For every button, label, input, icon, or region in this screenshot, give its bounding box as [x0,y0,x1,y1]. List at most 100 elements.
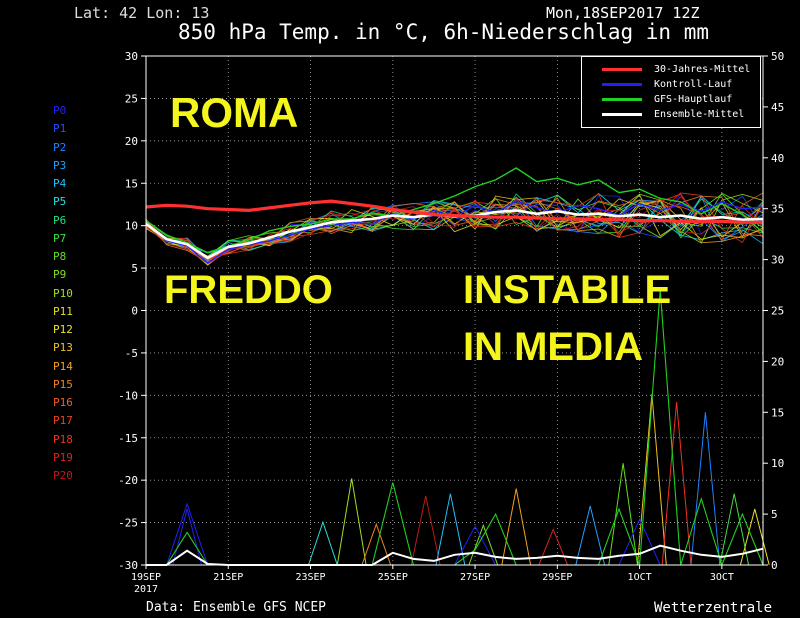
y-left-tick-label: 10 [125,220,138,233]
member-label: P4 [53,177,67,190]
member-label: P7 [53,231,67,245]
member-label: P19 [53,450,73,464]
member-precip-spike [410,495,441,566]
y-right-tick-label: 0 [771,559,778,572]
overlay-city: ROMA [170,89,299,136]
gfs-main-line [145,167,764,254]
y-left-tick-label: -20 [118,474,138,487]
member-precip-spike [468,523,499,566]
y-right-tick-label: 40 [771,152,784,165]
member-label: P11 [53,304,73,318]
ensemble-mean-line [145,209,764,260]
y-left-tick-label: -10 [118,389,138,402]
data-source-label: Data: Ensemble GFS NCEP [146,600,327,615]
member-precip-spike [719,493,750,566]
lat-lon-label: Lat: 42 Lon: 13 [74,4,210,22]
x-tick-label: 29SEP [542,572,572,583]
overlay-left-note: FREDDO [164,268,333,312]
member-precip-spike [661,402,692,566]
y-right-tick-label: 30 [771,254,784,267]
member-temp-line [145,195,764,263]
x-tick-label: 27SEP [460,572,490,583]
member-label: P10 [53,286,73,300]
member-label: P3 [53,158,67,172]
y-left-tick-label: -5 [125,347,138,360]
x-tick-label: 1OCT [628,572,652,583]
y-left-tick-label: 5 [131,262,138,275]
chart-title: 850 hPa Temp. in °C, 6h-Niederschlag in … [178,20,710,44]
main-series-lines [145,167,764,264]
member-precip-spike [608,463,638,566]
member-label: P16 [53,396,73,409]
overlay-right-note-2: IN MEDIA [463,325,643,369]
legend-swatch [602,113,642,116]
legend-item-ensemble-mean: Ensemble-Mittel [582,107,760,122]
member-list: P0 P1 P2 P3 P4 P5 P6 P7 P8 P9 P10 P11 P12 P13 P14 P15 P1… [53,102,73,485]
y-left-tick-label: 25 [125,92,138,105]
member-label: P18 [53,432,73,446]
y-left-tick-label: -15 [118,432,138,445]
member-precip-spike [690,412,721,566]
member-precip-spike [739,508,770,566]
ensemble-mean-precip-line [146,544,764,566]
member-label: P0 [53,104,67,117]
legend-swatch [602,83,642,86]
member-precip-spike [336,478,367,566]
member-label: P17 [53,414,73,428]
y-right-tick-label: 50 [771,50,784,63]
member-precip-spike [172,508,202,566]
legend-item-control: Kontroll-Lauf [582,77,760,92]
member-temp-line [145,193,764,261]
y-right-tick-label: 25 [771,305,784,318]
member-precip-spike [538,528,569,566]
member-label: P20 [53,469,73,482]
chart-axes: -30 -25 -20 -15 -10 -5 0 5 10 15 20 25 30 0 5 10 15 20 25 3… [118,50,784,595]
x-tick-label: 21SEP [213,572,243,583]
x-tick-label: 25SEP [378,572,408,583]
y-left-tick-label: 0 [131,305,138,318]
y-right-tick-label: 35 [771,203,784,216]
overlay-right-note-1: INSTABILE [463,268,672,312]
member-label: P5 [53,195,67,209]
y-right-tick-label: 45 [771,101,784,114]
run-datestamp: Mon,18SEP2017 12Z [546,4,700,22]
climatology-line [145,199,763,224]
member-label: P14 [53,359,73,373]
brand-label: Wetterzentrale [654,600,773,616]
member-label: P2 [53,140,67,154]
x-tick-label: 23SEP [295,572,325,583]
legend-label: Kontroll-Lauf [654,79,733,90]
member-precip-spike [308,520,338,566]
ensemble-member-lines [145,192,764,266]
member-label: P13 [53,341,73,355]
y-right-tick-label: 20 [771,355,784,368]
member-precip-spike [435,493,466,566]
x-tick-label: 3OCT [710,572,734,583]
member-label: P6 [53,213,67,227]
legend-swatch [602,98,642,101]
member-label: P8 [53,250,67,263]
y-left-tick-label: 20 [125,135,138,148]
y-left-tick-label: 15 [125,177,138,190]
y-left-tick-label: -25 [118,517,138,530]
y-right-tick-label: 10 [771,457,784,470]
member-precip-spike [361,522,392,566]
y-left-tick-label: -30 [118,559,138,572]
precipitation-lines [146,290,770,567]
member-temp-line [145,192,764,261]
legend-label: GFS-Hauptlauf [654,94,733,105]
member-label: P1 [53,122,67,136]
gfs-main-precip-line [146,290,764,567]
chart-legend: 30-Jahres-Mittel Kontroll-Lauf GFS-Haupt… [581,56,761,128]
x-tick-label: 19SEP [131,572,161,583]
y-left-tick-label: 30 [125,50,138,63]
member-label: P9 [53,268,67,282]
y-right-tick-label: 5 [771,508,778,521]
member-precip-spike [501,488,532,566]
legend-label: 30-Jahres-Mittel [654,64,751,75]
legend-label: Ensemble-Mittel [654,109,745,120]
member-label: P12 [53,323,73,336]
legend-item-climatology: 30-Jahres-Mittel [582,62,760,77]
legend-swatch [602,68,642,71]
